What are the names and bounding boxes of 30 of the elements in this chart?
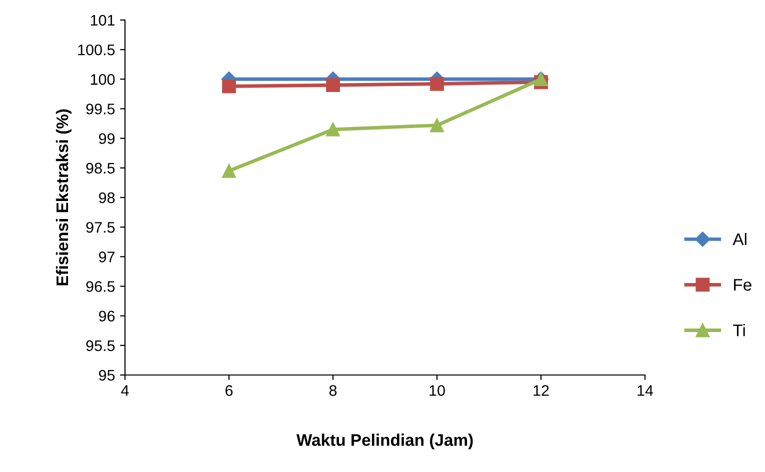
point — [222, 164, 236, 178]
point — [430, 76, 444, 91]
y-tick-label: 99.5 — [86, 104, 115, 114]
x-tick-label: 4 — [121, 385, 129, 396]
legend-label: Ti — [733, 324, 745, 336]
y-tick-label: 95.5 — [86, 340, 115, 352]
y-tick-label: 99 — [99, 133, 115, 144]
point — [326, 122, 340, 136]
y-tick-label: 100 — [90, 74, 115, 85]
x-tick-label: 10 — [430, 385, 445, 396]
y-tick-label: 96 — [99, 310, 115, 322]
point — [222, 79, 236, 94]
y-tick-label: 101 — [90, 14, 115, 26]
point — [430, 118, 444, 132]
y-tick-label: 98 — [99, 192, 115, 204]
y-tick-label: 97.5 — [86, 222, 115, 233]
legend-label: Fe — [734, 279, 752, 291]
y-tick-label: 100.5 — [78, 44, 115, 56]
point — [326, 78, 340, 92]
x-axis-title: Waktu Pelindian (Jam) — [296, 434, 473, 450]
x-tick-label: 6 — [226, 385, 233, 396]
legend-label: Al — [732, 232, 746, 246]
x-tick-label: 8 — [329, 385, 337, 396]
y-tick-label: 97 — [99, 252, 115, 262]
y-tick-label: 96.5 — [86, 281, 115, 292]
y-tick-label: 98.5 — [86, 162, 115, 174]
y-tick-label: 95 — [99, 370, 115, 381]
x-tick-label: 14 — [638, 385, 654, 396]
y-axis-title: Efisiensi Ekstraksi (%) — [56, 109, 72, 286]
x-tick-label: 12 — [534, 385, 549, 396]
